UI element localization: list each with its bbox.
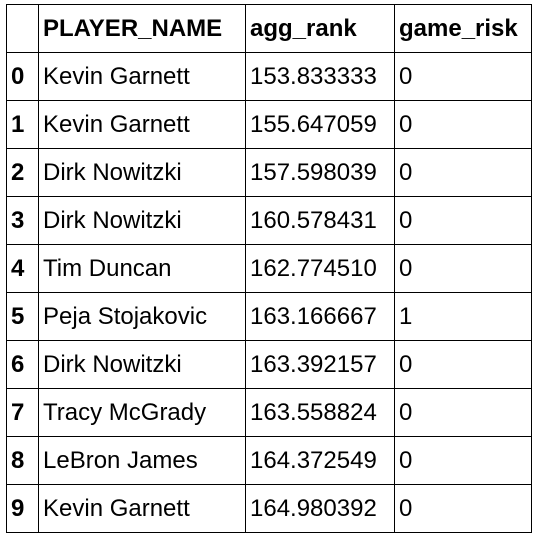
table-row: 9 Kevin Garnett 164.980392 0: [6, 484, 532, 533]
table-row: 2 Dirk Nowitzki 157.598039 0: [6, 148, 532, 197]
row-index: 2: [6, 148, 39, 197]
cell-player-name: Dirk Nowitzki: [38, 196, 246, 245]
table-row: 4 Tim Duncan 162.774510 0: [6, 244, 532, 293]
cell-game-risk: 0: [394, 244, 532, 293]
cell-game-risk: 0: [394, 340, 532, 389]
cell-agg-rank: 163.392157: [245, 340, 395, 389]
table-row: 0 Kevin Garnett 153.833333 0: [6, 52, 532, 101]
cell-agg-rank: 164.980392: [245, 484, 395, 533]
table-row: 8 LeBron James 164.372549 0: [6, 436, 532, 485]
cell-game-risk: 0: [394, 148, 532, 197]
cell-agg-rank: 162.774510: [245, 244, 395, 293]
cell-agg-rank: 164.372549: [245, 436, 395, 485]
table-row: 1 Kevin Garnett 155.647059 0: [6, 100, 532, 149]
table-row: 3 Dirk Nowitzki 160.578431 0: [6, 196, 532, 245]
row-index: 7: [6, 388, 39, 437]
row-index: 8: [6, 436, 39, 485]
cell-agg-rank: 153.833333: [245, 52, 395, 101]
cell-game-risk: 0: [394, 100, 532, 149]
header-player-name: PLAYER_NAME: [38, 4, 246, 53]
cell-game-risk: 0: [394, 436, 532, 485]
cell-agg-rank: 163.166667: [245, 292, 395, 341]
cell-game-risk: 0: [394, 196, 532, 245]
dataframe-table: PLAYER_NAME agg_rank game_risk 0 Kevin G…: [6, 4, 532, 533]
table-row: 7 Tracy McGrady 163.558824 0: [6, 388, 532, 437]
cell-player-name: Kevin Garnett: [38, 100, 246, 149]
cell-game-risk: 0: [394, 52, 532, 101]
header-index: [6, 4, 39, 53]
header-agg-rank: agg_rank: [245, 4, 395, 53]
cell-player-name: Dirk Nowitzki: [38, 148, 246, 197]
table-body: 0 Kevin Garnett 153.833333 0 1 Kevin Gar…: [6, 52, 532, 533]
row-index: 3: [6, 196, 39, 245]
cell-agg-rank: 160.578431: [245, 196, 395, 245]
row-index: 4: [6, 244, 39, 293]
cell-player-name: Tracy McGrady: [38, 388, 246, 437]
cell-player-name: Tim Duncan: [38, 244, 246, 293]
table-row: 5 Peja Stojakovic 163.166667 1: [6, 292, 532, 341]
header-row: PLAYER_NAME agg_rank game_risk: [6, 4, 532, 53]
cell-game-risk: 0: [394, 484, 532, 533]
cell-game-risk: 1: [394, 292, 532, 341]
cell-player-name: Dirk Nowitzki: [38, 340, 246, 389]
row-index: 5: [6, 292, 39, 341]
cell-game-risk: 0: [394, 388, 532, 437]
row-index: 6: [6, 340, 39, 389]
row-index: 0: [6, 52, 39, 101]
cell-agg-rank: 157.598039: [245, 148, 395, 197]
cell-player-name: Kevin Garnett: [38, 484, 246, 533]
row-index: 9: [6, 484, 39, 533]
dataframe-output: PLAYER_NAME agg_rank game_risk 0 Kevin G…: [6, 4, 532, 533]
cell-player-name: LeBron James: [38, 436, 246, 485]
cell-player-name: Kevin Garnett: [38, 52, 246, 101]
cell-player-name: Peja Stojakovic: [38, 292, 246, 341]
table-row: 6 Dirk Nowitzki 163.392157 0: [6, 340, 532, 389]
row-index: 1: [6, 100, 39, 149]
cell-agg-rank: 155.647059: [245, 100, 395, 149]
table-header: PLAYER_NAME agg_rank game_risk: [6, 4, 532, 53]
header-game-risk: game_risk: [394, 4, 532, 53]
cell-agg-rank: 163.558824: [245, 388, 395, 437]
